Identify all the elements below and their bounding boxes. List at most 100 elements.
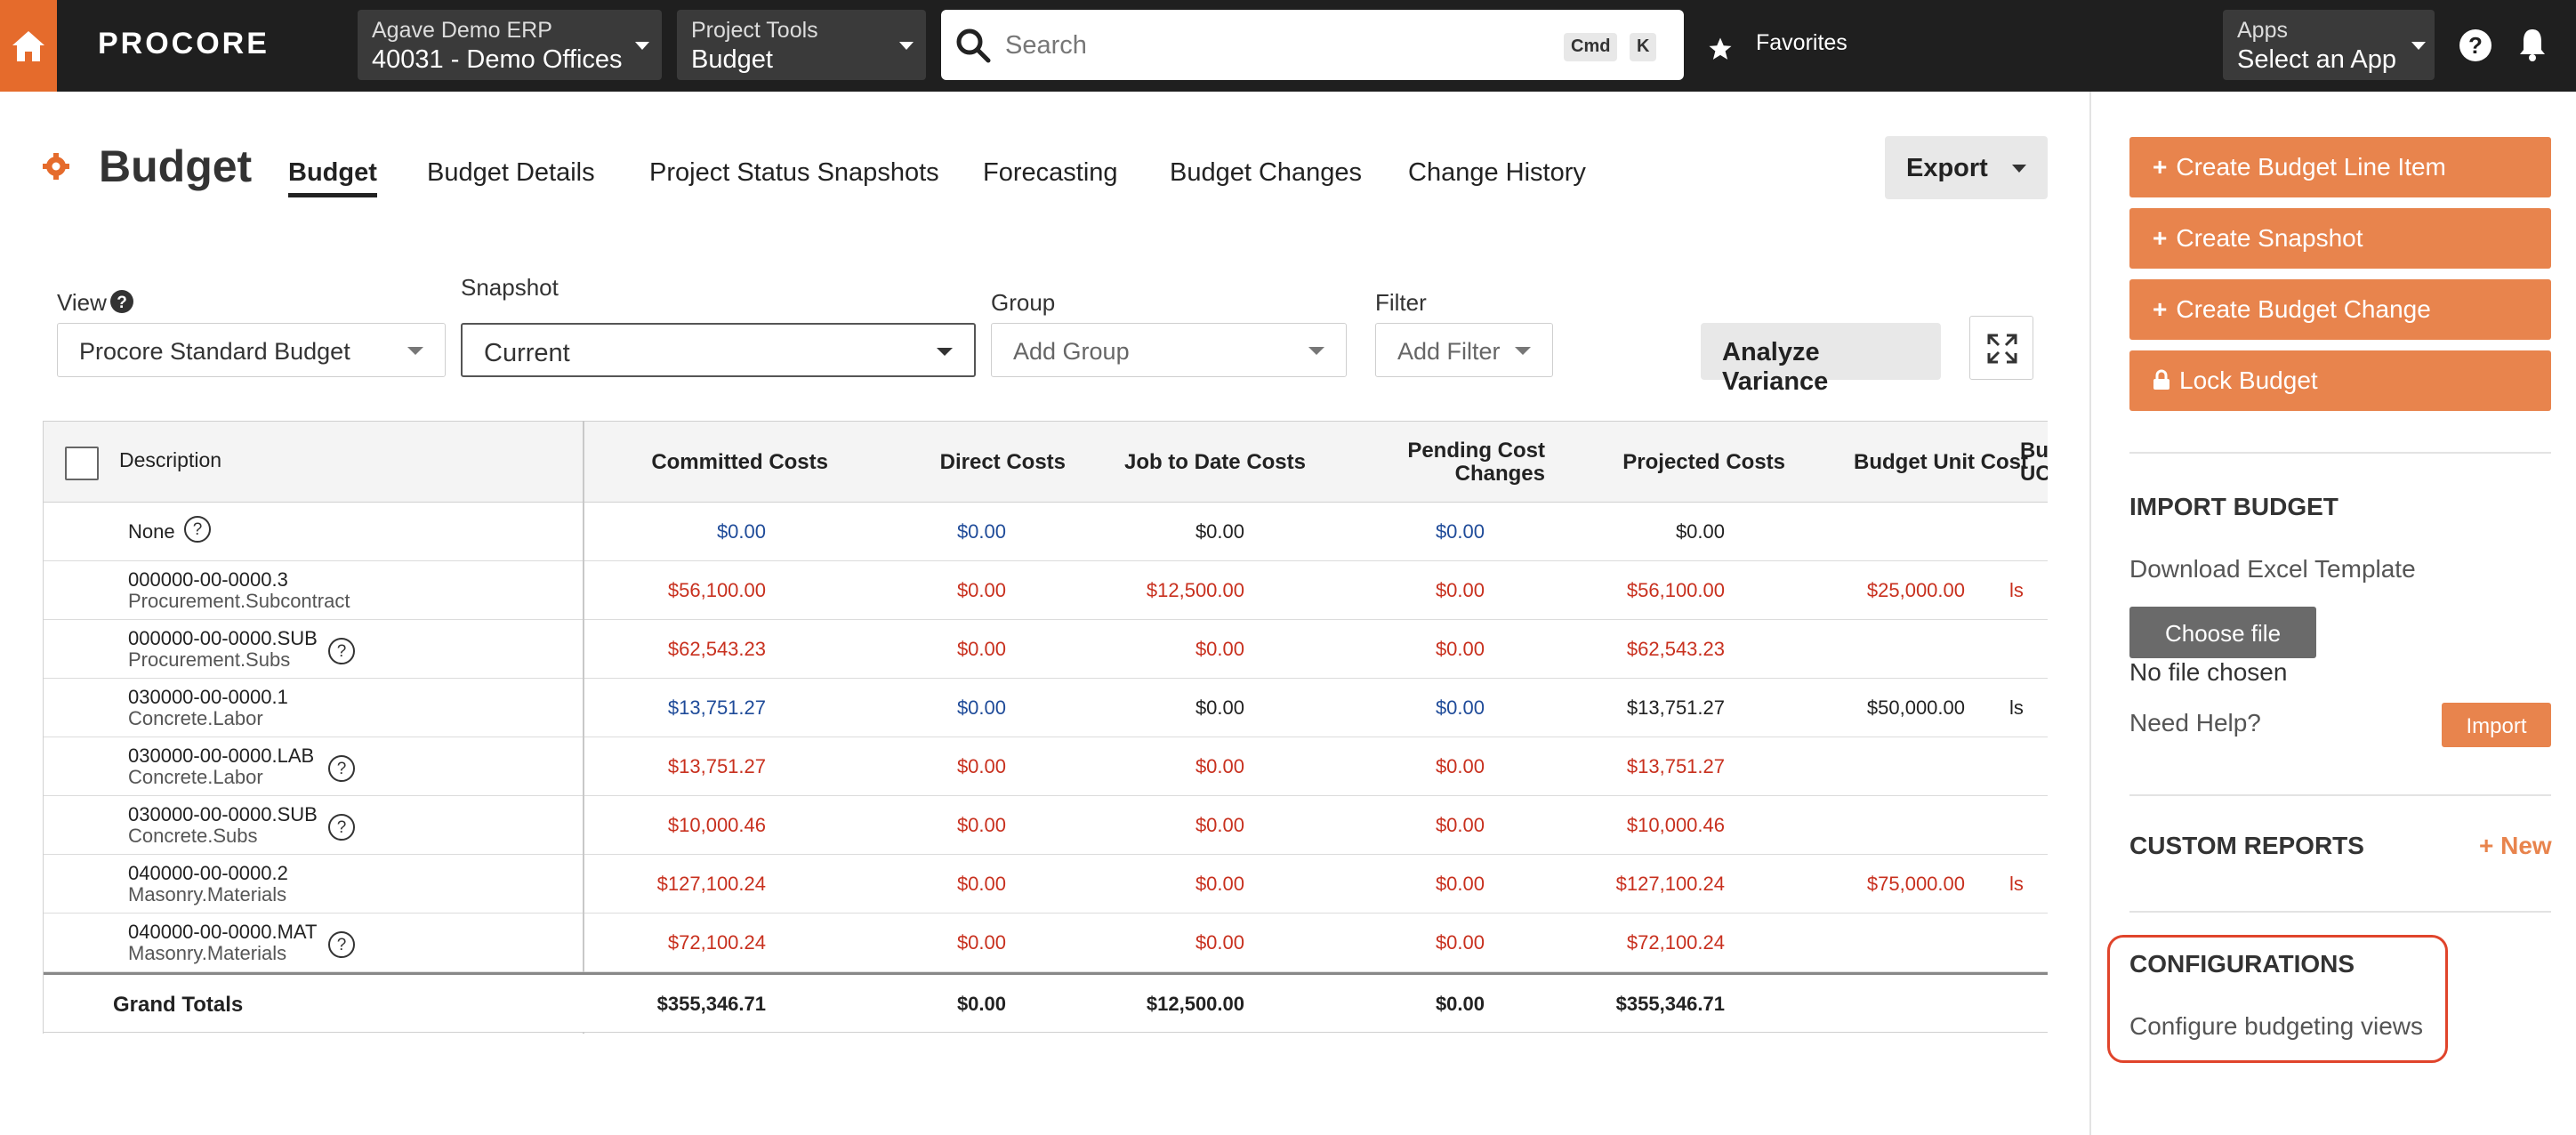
cell-direct[interactable]: $0.00: [956, 814, 1006, 836]
cell-pending[interactable]: $0.00: [1435, 931, 1485, 954]
cell-job-to-date[interactable]: $0.00: [1195, 931, 1244, 954]
bell-icon[interactable]: [2517, 27, 2548, 62]
cell-pending[interactable]: $0.00: [1435, 520, 1485, 543]
help-icon[interactable]: ?: [2459, 28, 2492, 62]
cell-job-to-date[interactable]: $0.00: [1195, 814, 1244, 836]
fullscreen-button[interactable]: [1969, 316, 2033, 380]
cell-projected[interactable]: $13,751.27: [1626, 696, 1725, 719]
cell-direct[interactable]: $0.00: [956, 696, 1006, 719]
cell-job-to-date[interactable]: $0.00: [1195, 520, 1244, 543]
cell-committed[interactable]: $62,543.23: [667, 638, 766, 660]
snapshot-select[interactable]: Current: [461, 323, 976, 377]
table-row[interactable]: 040000-00-0000.2 Masonry.Materials $127,10…: [44, 855, 2048, 914]
question-icon[interactable]: ?: [328, 931, 355, 958]
cell-projected[interactable]: $0.00: [1675, 520, 1725, 543]
cell-projected[interactable]: $127,100.24: [1615, 873, 1725, 895]
favorites-link[interactable]: Favorites: [1756, 30, 1847, 55]
cell-direct[interactable]: $0.00: [956, 873, 1006, 895]
cell-direct[interactable]: $0.00: [956, 520, 1006, 543]
cell-projected[interactable]: $10,000.46: [1626, 814, 1725, 836]
search-bar[interactable]: Search Cmd K: [941, 10, 1684, 80]
cell-job-to-date[interactable]: $0.00: [1195, 696, 1244, 719]
cell-pending[interactable]: $0.00: [1435, 579, 1485, 601]
need-help-link[interactable]: Need Help?: [2129, 709, 2261, 737]
header-projected-costs[interactable]: Projected Costs: [1622, 450, 1785, 474]
configure-budgeting-views-link[interactable]: Configure budgeting views: [2129, 1012, 2423, 1040]
import-button[interactable]: Import: [2442, 703, 2551, 747]
cell-projected[interactable]: $13,751.27: [1626, 755, 1725, 777]
cell-projected[interactable]: $56,100.00: [1626, 579, 1725, 601]
cell-pending[interactable]: $0.00: [1435, 755, 1485, 777]
cell-pending[interactable]: $0.00: [1435, 814, 1485, 836]
tool-selector[interactable]: Project Tools Budget: [677, 10, 926, 80]
header-job-to-date-costs[interactable]: Job to Date Costs: [1123, 450, 1306, 474]
filter-select[interactable]: Add Filter: [1375, 323, 1553, 377]
select-all-checkbox[interactable]: [65, 447, 99, 480]
table-row[interactable]: 030000-00-0000.SUB Concrete.Subs? $10,000.…: [44, 796, 2048, 855]
cell-budget-unit-cost[interactable]: $50,000.00: [1866, 696, 1965, 719]
cell-budget-uom[interactable]: ls: [2009, 873, 2024, 895]
download-excel-template-link[interactable]: Download Excel Template: [2129, 555, 2416, 583]
cell-committed[interactable]: $56,100.00: [667, 579, 766, 601]
star-icon[interactable]: [1706, 36, 1735, 62]
company-selector[interactable]: Agave Demo ERP 40031 - Demo Offices: [358, 10, 662, 80]
cell-committed[interactable]: $127,100.24: [656, 873, 766, 895]
export-button[interactable]: Export: [1885, 136, 2048, 199]
table-row[interactable]: 030000-00-0000.1 Concrete.Labor $13,751.27…: [44, 679, 2048, 737]
cell-job-to-date[interactable]: $0.00: [1195, 755, 1244, 777]
create-snapshot-button[interactable]: + Create Snapshot: [2129, 208, 2551, 269]
apps-selector[interactable]: Apps Select an App: [2223, 10, 2435, 80]
cell-committed[interactable]: $13,751.27: [667, 755, 766, 777]
table-row[interactable]: 000000-00-0000.SUB Procurement.Subs? $62,5…: [44, 620, 2048, 679]
cell-budget-uom[interactable]: ls: [2009, 579, 2024, 601]
group-select[interactable]: Add Group: [991, 323, 1347, 377]
new-report-link[interactable]: + New: [2479, 832, 2552, 859]
cell-job-to-date[interactable]: $12,500.00: [1146, 579, 1244, 601]
choose-file-button[interactable]: Choose file: [2129, 607, 2316, 658]
cell-projected[interactable]: $62,543.23: [1626, 638, 1725, 660]
cell-direct[interactable]: $0.00: [956, 931, 1006, 954]
cell-committed[interactable]: $72,100.24: [667, 931, 766, 954]
question-icon[interactable]: ?: [328, 755, 355, 782]
tab-project-status-snapshots[interactable]: Project Status Snapshots: [649, 158, 939, 187]
header-direct-costs[interactable]: Direct Costs: [939, 450, 1066, 474]
analyze-variance-button[interactable]: Analyze Variance: [1701, 323, 1941, 396]
home-button[interactable]: [0, 0, 57, 92]
table-row[interactable]: None? $0.00 $0.00 $0.00 $0.00 $0.00: [44, 503, 2048, 561]
tab-budget-changes[interactable]: Budget Changes: [1170, 158, 1363, 187]
table-row[interactable]: 040000-00-0000.MAT Masonry.Materials? $72,…: [44, 914, 2048, 972]
cell-pending[interactable]: $0.00: [1435, 696, 1485, 719]
header-description[interactable]: Description: [119, 448, 222, 471]
create-budget-change-button[interactable]: + Create Budget Change: [2129, 279, 2551, 340]
cell-direct[interactable]: $0.00: [956, 579, 1006, 601]
header-budget-unit-cost[interactable]: Budget Unit Cost: [1854, 450, 2028, 474]
cell-job-to-date[interactable]: $0.00: [1195, 873, 1244, 895]
cell-job-to-date[interactable]: $0.00: [1195, 638, 1244, 660]
question-icon[interactable]: ?: [328, 814, 355, 841]
table-row[interactable]: 000000-00-0000.3 Procurement.Subcontract $…: [44, 561, 2048, 620]
search-input[interactable]: Search: [1005, 31, 1087, 60]
cell-committed[interactable]: $10,000.46: [667, 814, 766, 836]
cell-pending[interactable]: $0.00: [1435, 873, 1485, 895]
tab-budget-details[interactable]: Budget Details: [427, 158, 595, 187]
cell-pending[interactable]: $0.00: [1435, 638, 1485, 660]
help-icon[interactable]: ?: [109, 289, 134, 314]
cell-budget-uom[interactable]: ls: [2009, 696, 2024, 719]
tab-forecasting[interactable]: Forecasting: [983, 158, 1118, 187]
header-pending-cost-changes[interactable]: Pending Cost Changes: [1407, 439, 1545, 487]
tab-budget[interactable]: Budget: [288, 158, 377, 197]
header-committed-costs[interactable]: Committed Costs: [651, 450, 828, 474]
cell-direct[interactable]: $0.00: [956, 638, 1006, 660]
cell-budget-unit-cost[interactable]: $25,000.00: [1866, 579, 1965, 601]
procore-logo[interactable]: PROCORE: [98, 27, 270, 60]
cell-direct[interactable]: $0.00: [956, 755, 1006, 777]
cell-budget-unit-cost[interactable]: $75,000.00: [1866, 873, 1965, 895]
table-row[interactable]: 030000-00-0000.LAB Concrete.Labor? $13,751…: [44, 737, 2048, 796]
tab-change-history[interactable]: Change History: [1408, 158, 1586, 187]
question-icon[interactable]: ?: [328, 638, 355, 664]
view-select[interactable]: Procore Standard Budget: [57, 323, 446, 377]
create-budget-line-item-button[interactable]: + Create Budget Line Item: [2129, 137, 2551, 197]
cell-committed[interactable]: $0.00: [716, 520, 766, 543]
lock-budget-button[interactable]: Lock Budget: [2129, 350, 2551, 411]
cell-committed[interactable]: $13,751.27: [667, 696, 766, 719]
